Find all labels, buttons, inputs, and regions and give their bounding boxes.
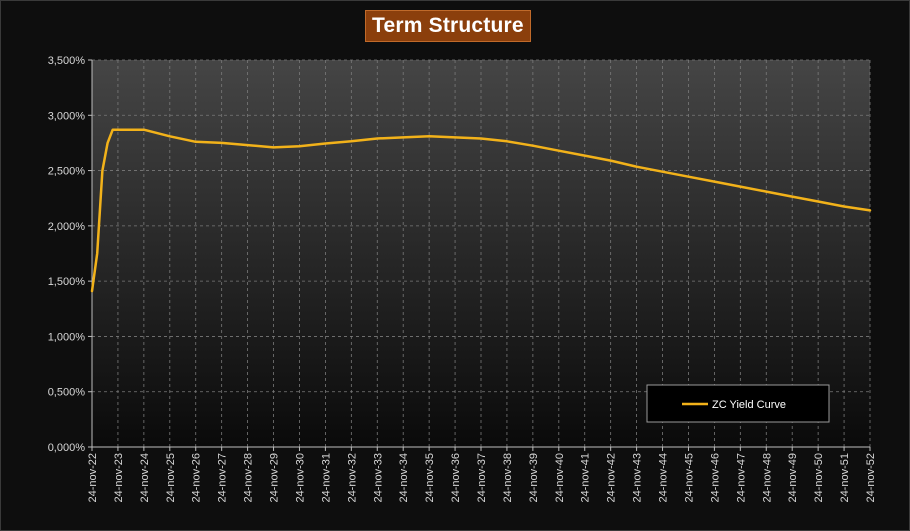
x-tick-label: 24-nov-44: [658, 453, 670, 503]
series-layer: [90, 128, 872, 293]
y-tick-label: 3,000%: [48, 110, 86, 122]
x-tick-label: 24-nov-34: [398, 453, 410, 503]
x-tick-label: 24-nov-31: [320, 453, 332, 503]
x-tick-label: 24-nov-40: [554, 453, 566, 503]
x-tick-label: 24-nov-39: [528, 453, 540, 503]
x-tick-label: 24-nov-25: [165, 453, 177, 503]
x-tick-label: 24-nov-36: [450, 453, 462, 503]
x-tick-label: 24-nov-30: [294, 453, 306, 503]
legend-box: [646, 384, 830, 423]
x-tick-label: 24-nov-27: [217, 453, 229, 503]
x-tick-label: 24-nov-38: [502, 453, 514, 503]
x-tick-label: 24-nov-23: [113, 453, 125, 503]
y-tick-label: 3,500%: [48, 55, 86, 67]
y-tick-label: 2,500%: [48, 166, 86, 178]
x-tick-label: 24-nov-37: [476, 453, 488, 503]
x-tick-label: 24-nov-48: [761, 453, 773, 503]
x-tick-label: 24-nov-50: [813, 453, 825, 503]
x-tick-label: 24-nov-24: [139, 453, 151, 503]
x-tick-label: 24-nov-28: [243, 453, 255, 503]
chart-title: Term Structure: [365, 10, 531, 42]
x-tick-label: 24-nov-51: [839, 453, 851, 503]
x-tick-label: 24-nov-26: [191, 453, 203, 503]
x-tick-label: 24-nov-29: [269, 453, 281, 503]
legend-label-zc-yield-curve: ZC Yield Curve: [712, 399, 786, 411]
series-line-zc-yield-curve: [90, 128, 872, 293]
x-tick-label: 24-nov-43: [632, 453, 644, 503]
x-tick-label: 24-nov-52: [865, 453, 877, 503]
x-tick-label: 24-nov-42: [606, 453, 618, 503]
gridlines: [92, 59, 871, 447]
x-tick-label: 24-nov-22: [87, 453, 99, 503]
y-tick-label: 0,500%: [48, 387, 86, 399]
y-tick-label: 1,000%: [48, 331, 86, 343]
y-tick-label: 1,500%: [48, 276, 86, 288]
y-axis-ticks: 0,000% 0,500% 1,000% 1,500% 2,000% 2,500% 3,00…: [48, 55, 92, 454]
x-tick-label: 24-nov-33: [372, 453, 384, 503]
x-axis-ticks: 24-nov-22 24-nov-23 24-nov-24 24-nov-25 24-n…: [87, 447, 877, 503]
x-tick-label: 24-nov-41: [580, 453, 592, 503]
x-tick-label: 24-nov-32: [346, 453, 358, 503]
x-tick-label: 24-nov-45: [683, 453, 695, 503]
y-tick-label: 2,000%: [48, 221, 86, 233]
y-tick-label: 0,000%: [48, 442, 86, 454]
legend: ZC Yield Curve: [646, 384, 830, 423]
x-tick-label: 24-nov-47: [735, 453, 747, 503]
x-tick-label: 24-nov-49: [787, 453, 799, 503]
x-tick-label: 24-nov-46: [709, 453, 721, 503]
x-tick-label: 24-nov-35: [424, 453, 436, 503]
